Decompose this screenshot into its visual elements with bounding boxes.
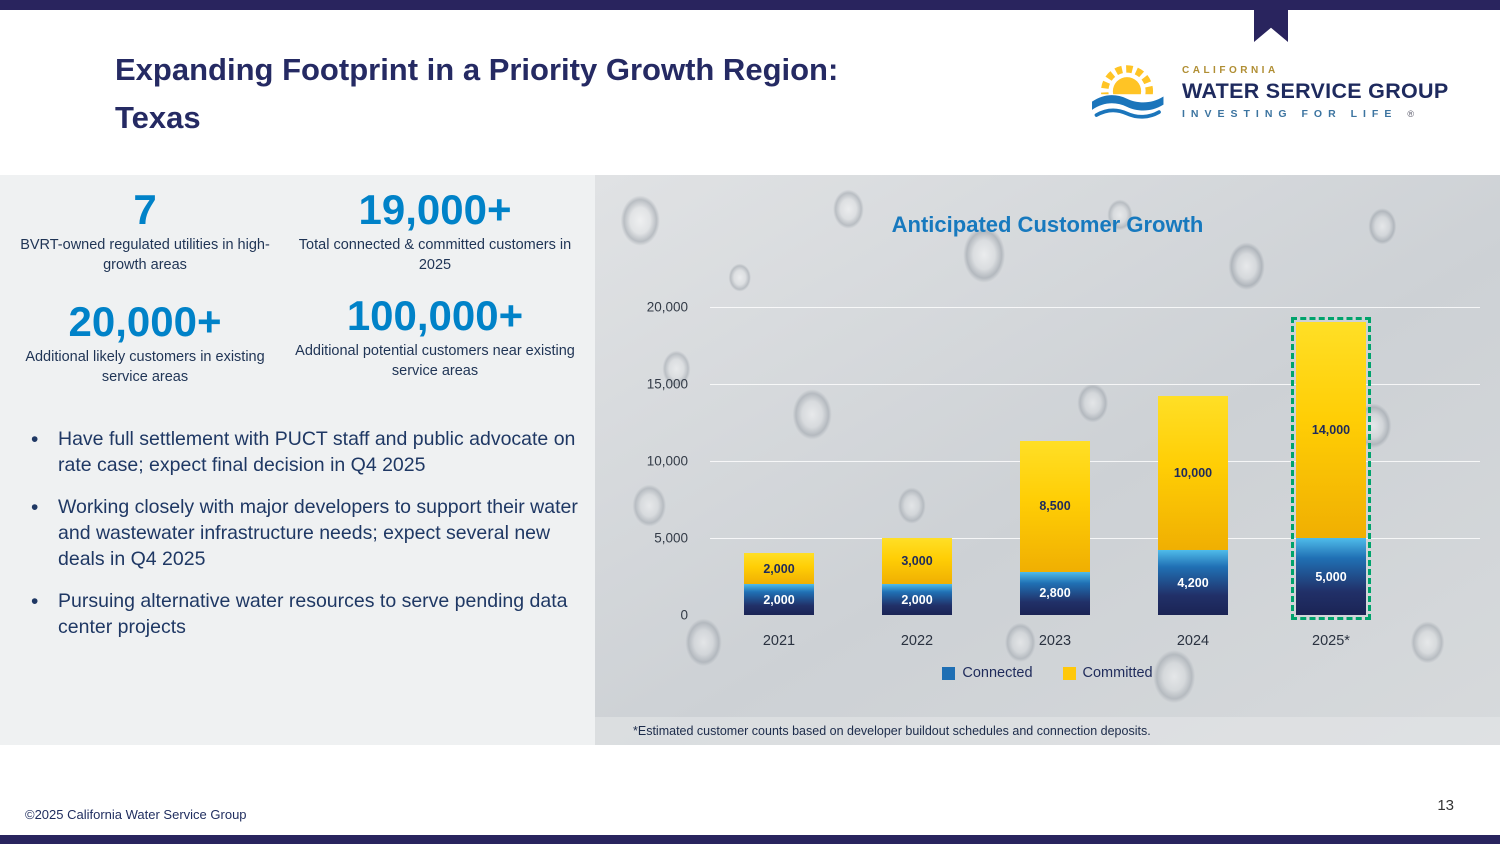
bar-value-label: 4,200 bbox=[1177, 575, 1209, 590]
x-tick-label: 2022 bbox=[900, 633, 934, 649]
logo-tagline-label: INVESTING FOR LIFE bbox=[1182, 107, 1398, 120]
logo-region-text: CALIFORNIA bbox=[1182, 64, 1279, 76]
bar-value-label: 5,000 bbox=[1315, 569, 1347, 584]
bullet-list: Have full settlement with PUCT staff and… bbox=[22, 426, 590, 656]
page-number: 13 bbox=[1437, 797, 1454, 814]
copyright-text: ©2025 California Water Service Group bbox=[25, 807, 247, 822]
y-tick-label: 15,000 bbox=[646, 376, 688, 392]
stat-caption: Additional likely customers in existing … bbox=[25, 349, 265, 385]
x-tick-label: 2023 bbox=[1038, 633, 1072, 649]
bar-value-label: 2,800 bbox=[1039, 586, 1071, 601]
gridline bbox=[710, 461, 1480, 462]
y-tick-label: 20,000 bbox=[646, 299, 688, 315]
stacked-bar-2021: 2,000 2,000 bbox=[744, 553, 814, 615]
footnote-strip: *Estimated customer counts based on deve… bbox=[595, 717, 1500, 745]
bar-slot: 2,000 2,000 2021 bbox=[710, 307, 848, 649]
logo-name-text: WATER SERVICE GROUP bbox=[1182, 78, 1449, 103]
registered-mark: ® bbox=[1407, 108, 1414, 119]
bar-value-label: 2,000 bbox=[763, 561, 795, 576]
y-tick-label: 10,000 bbox=[646, 453, 688, 469]
page-title: Expanding Footprint in a Priority Growth… bbox=[115, 52, 839, 136]
bar-segment-committed: 3,000 bbox=[882, 538, 952, 585]
x-tick-label: 2025* bbox=[1312, 633, 1350, 649]
stat-caption: Total connected & committed customers in… bbox=[298, 237, 572, 273]
bar-slot: 5,000 14,000 2025* bbox=[1262, 307, 1400, 649]
stat-value: 19,000+ bbox=[358, 186, 512, 233]
chart-y-axis: 0 5,000 10,000 15,000 20,000 bbox=[595, 300, 700, 623]
y-tick-label: 5,000 bbox=[654, 530, 688, 546]
bar-value-label: 3,000 bbox=[901, 554, 933, 569]
legend-swatch bbox=[1062, 666, 1076, 680]
stacked-bar-2025: 5,000 14,000 bbox=[1291, 317, 1371, 620]
legend-swatch bbox=[942, 666, 956, 680]
bar-segment-committed: 10,000 bbox=[1158, 396, 1228, 551]
bar-segment-committed: 14,000 bbox=[1296, 322, 1366, 538]
bullet-item: Have full settlement with PUCT staff and… bbox=[22, 426, 590, 479]
stat-value: 7 bbox=[133, 186, 157, 233]
stacked-bar-2022: 2,000 3,000 bbox=[882, 538, 952, 615]
chart-bars: 2,000 2,000 2021 2,000 3,000 2022 2,800 8,500 20… bbox=[710, 307, 1400, 649]
gridline bbox=[710, 307, 1480, 308]
logo-tagline-text: INVESTING FOR LIFE ® bbox=[1182, 108, 1449, 120]
chart-footnote: *Estimated customer counts based on deve… bbox=[633, 724, 1151, 738]
stat-bvrt-utilities: 7 BVRT-owned regulated utilities in high… bbox=[10, 187, 280, 275]
bar-slot: 4,200 10,000 2024 bbox=[1124, 307, 1262, 649]
stats-panel: 7 BVRT-owned regulated utilities in high… bbox=[0, 175, 595, 745]
chart-plot-area: 2,000 2,000 2021 2,000 3,000 2022 2,800 8,500 20… bbox=[710, 307, 1480, 649]
bar-segment-committed: 8,500 bbox=[1020, 441, 1090, 572]
bar-segment-connected: 2,800 bbox=[1020, 571, 1090, 615]
stat-potential-customers: 100,000+ Additional potential customers … bbox=[285, 293, 585, 381]
bar-segment-connected: 2,000 bbox=[882, 584, 952, 615]
legend-label: Connected bbox=[962, 665, 1033, 681]
bar-slot: 2,800 8,500 2023 bbox=[986, 307, 1124, 649]
x-tick-label: 2021 bbox=[762, 633, 796, 649]
legend-label: Committed bbox=[1082, 665, 1153, 681]
bar-slot: 2,000 3,000 2022 bbox=[848, 307, 986, 649]
y-tick-label: 0 bbox=[680, 607, 688, 623]
stat-caption: Additional potential customers near exis… bbox=[295, 343, 575, 379]
bar-segment-committed: 2,000 bbox=[744, 553, 814, 585]
legend-item-connected: Connected bbox=[942, 665, 1033, 681]
legend-item-committed: Committed bbox=[1062, 665, 1153, 681]
x-tick-label: 2024 bbox=[1176, 633, 1210, 649]
chart-legend: Connected Committed bbox=[595, 665, 1500, 681]
bullet-item: Working closely with major developers to… bbox=[22, 494, 590, 573]
bar-segment-connected: 2,000 bbox=[744, 584, 814, 615]
chart-title: Anticipated Customer Growth bbox=[891, 212, 1204, 237]
stat-value: 20,000+ bbox=[68, 298, 222, 345]
ribbon-bookmark bbox=[1254, 0, 1288, 42]
bottom-bar bbox=[0, 835, 1500, 844]
stacked-bar-2024: 4,200 10,000 bbox=[1158, 396, 1228, 615]
bar-segment-connected: 4,200 bbox=[1158, 550, 1228, 615]
top-bar bbox=[0, 0, 1500, 10]
stacked-bar-2023: 2,800 8,500 bbox=[1020, 441, 1090, 615]
chart-panel: Anticipated Customer Growth 0 5,000 10,000… bbox=[595, 175, 1500, 745]
company-logo: CALIFORNIA WATER SERVICE GROUP INVESTING… bbox=[1086, 60, 1449, 124]
stat-value: 100,000+ bbox=[346, 292, 524, 339]
bar-value-label: 14,000 bbox=[1311, 423, 1351, 438]
stat-caption: BVRT-owned regulated utilities in high-g… bbox=[20, 237, 270, 273]
bar-value-label: 2,000 bbox=[901, 592, 933, 607]
bar-value-label: 2,000 bbox=[763, 592, 795, 607]
gridline bbox=[710, 384, 1480, 385]
bar-value-label: 8,500 bbox=[1039, 499, 1071, 514]
stat-likely-customers: 20,000+ Additional likely customers in e… bbox=[10, 299, 280, 387]
logo-text: CALIFORNIA WATER SERVICE GROUP INVESTING… bbox=[1182, 65, 1449, 120]
gridline bbox=[710, 538, 1480, 539]
bar-segment-connected: 5,000 bbox=[1296, 538, 1366, 615]
bullet-item: Pursuing alternative water resources to … bbox=[22, 588, 590, 641]
bar-value-label: 10,000 bbox=[1173, 466, 1213, 481]
sun-wave-logo-icon bbox=[1089, 65, 1167, 124]
stat-connected-committed: 19,000+ Total connected & committed cust… bbox=[285, 187, 585, 275]
